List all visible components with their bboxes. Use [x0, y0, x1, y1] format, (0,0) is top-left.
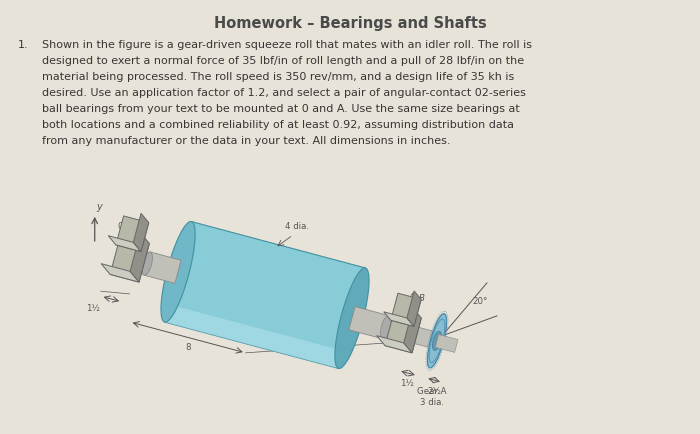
Polygon shape — [401, 324, 439, 349]
Text: from any manufacturer or the data in your text. All dimensions in inches.: from any manufacturer or the data in you… — [42, 136, 451, 146]
Polygon shape — [391, 293, 421, 326]
Ellipse shape — [161, 221, 195, 322]
Polygon shape — [435, 335, 458, 352]
Text: material being processed. The roll speed is 350 rev/mm, and a design life of 35 : material being processed. The roll speed… — [42, 72, 514, 82]
Polygon shape — [377, 335, 412, 353]
Polygon shape — [384, 312, 414, 326]
Polygon shape — [130, 233, 149, 282]
Text: 4 dia.: 4 dia. — [285, 222, 309, 231]
Polygon shape — [164, 222, 365, 368]
Text: 3: 3 — [340, 326, 344, 335]
Polygon shape — [116, 216, 148, 252]
Polygon shape — [349, 306, 389, 339]
Ellipse shape — [428, 314, 447, 368]
Polygon shape — [404, 308, 421, 353]
Text: 1½: 1½ — [400, 378, 414, 388]
Text: 1.: 1. — [18, 40, 29, 50]
Text: Shown in the figure is a gear-driven squeeze roll that mates with an idler roll.: Shown in the figure is a gear-driven squ… — [42, 40, 532, 50]
Text: B: B — [419, 294, 425, 303]
Ellipse shape — [142, 252, 153, 275]
Text: 8: 8 — [185, 343, 190, 352]
Text: 2½: 2½ — [427, 387, 441, 396]
Polygon shape — [407, 291, 421, 326]
Polygon shape — [385, 311, 421, 353]
Text: desired. Use an application factor of 1.2, and select a pair of angular-contact : desired. Use an application factor of 1.… — [42, 88, 526, 98]
Text: ball bearings from your text to be mounted at 0 and A. Use the same size bearing: ball bearings from your text to be mount… — [42, 104, 519, 114]
Text: 1½: 1½ — [86, 304, 99, 313]
Ellipse shape — [335, 268, 369, 368]
Polygon shape — [101, 263, 139, 282]
Text: designed to exert a normal force of 35 lbf/in of roll length and a pull of 28 lb: designed to exert a normal force of 35 l… — [42, 56, 524, 66]
Text: both locations and a combined reliability of at least 0.92, assuming distributio: both locations and a combined reliabilit… — [42, 120, 514, 130]
Polygon shape — [110, 236, 149, 282]
Text: 20°: 20° — [472, 297, 487, 306]
Ellipse shape — [433, 331, 442, 350]
Ellipse shape — [380, 316, 391, 339]
Polygon shape — [133, 214, 148, 252]
Text: Homework – Bearings and Shafts: Homework – Bearings and Shafts — [214, 16, 486, 31]
Text: y: y — [97, 202, 102, 212]
Text: 0: 0 — [117, 222, 122, 231]
Polygon shape — [144, 252, 181, 283]
Polygon shape — [164, 305, 343, 368]
Polygon shape — [108, 236, 141, 252]
Text: A: A — [408, 293, 414, 302]
Text: Gear A
3 dia.: Gear A 3 dia. — [417, 387, 447, 407]
